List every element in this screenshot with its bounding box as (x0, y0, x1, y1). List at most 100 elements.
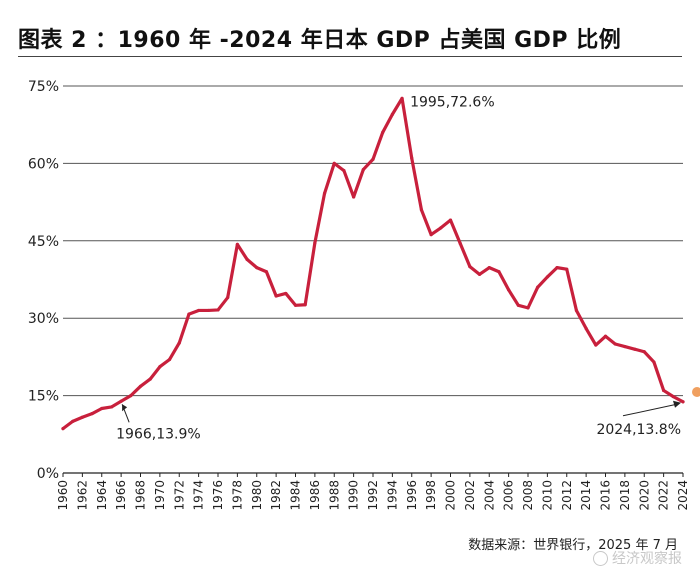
data-point (623, 344, 627, 349)
data-point (419, 208, 424, 212)
annotation-arrowhead (122, 404, 128, 412)
data-point (187, 312, 191, 316)
data-point (410, 156, 414, 160)
x-tick-label: 1980 (250, 480, 264, 511)
x-tick-label: 1960 (56, 480, 70, 511)
annotation-label: 1966,13.9% (116, 426, 201, 442)
data-point (148, 377, 152, 381)
x-tick-label: 2010 (540, 480, 554, 511)
data-point (100, 406, 104, 411)
data-point (613, 342, 617, 346)
data-point (497, 270, 501, 274)
data-point (390, 112, 394, 116)
data-point (642, 350, 646, 354)
data-point (167, 357, 172, 362)
x-tick-label: 1970 (153, 480, 167, 511)
data-point (129, 394, 133, 398)
data-point (439, 226, 443, 230)
x-tick-label: 2000 (444, 480, 458, 511)
y-tick-label: 45% (28, 234, 59, 250)
data-point (322, 191, 327, 195)
data-point (332, 161, 336, 165)
x-tick-label: 1972 (172, 480, 186, 511)
series-line (61, 96, 685, 431)
data-point (526, 306, 530, 310)
x-tick-label: 1968 (134, 480, 148, 511)
data-point (293, 303, 298, 307)
annotation-arrow (622, 403, 680, 417)
data-point (255, 266, 259, 270)
y-tick-label: 15% (28, 389, 59, 405)
data-point (632, 347, 637, 351)
data-point (226, 295, 230, 300)
title-divider (18, 56, 682, 57)
data-point (138, 384, 143, 388)
data-point (235, 242, 239, 247)
x-tick-label: 1990 (347, 480, 361, 511)
weibo-logo-icon (593, 550, 608, 566)
x-tick-label: 1982 (269, 480, 283, 511)
data-point (487, 266, 491, 270)
data-point (681, 400, 685, 404)
data-point (477, 272, 482, 276)
watermark-text: 经济观察报 (612, 551, 682, 567)
data-point (342, 169, 346, 173)
edge-marker (692, 387, 700, 397)
data-point (313, 241, 317, 245)
data-point (458, 241, 462, 245)
data-point (545, 275, 549, 279)
x-tick-label: 1974 (192, 480, 206, 511)
data-point (507, 288, 511, 292)
x-tick-label: 1988 (327, 480, 341, 511)
watermark: 经济观察报 (593, 548, 682, 568)
data-point (80, 415, 84, 419)
data-point (584, 326, 588, 331)
y-tick-label: 0% (37, 466, 59, 482)
data-point (284, 291, 288, 296)
x-tick-label: 2006 (502, 480, 516, 511)
chart-title: 图表 2 ：1960 年 -2024 年日本 GDP 占美国 GDP 比例 (18, 28, 622, 53)
x-tick-label: 1976 (211, 480, 225, 511)
x-tick-label: 1994 (385, 480, 399, 511)
data-point (158, 365, 162, 369)
data-point (381, 130, 385, 135)
data-point (400, 96, 404, 100)
x-tick-label: 2012 (560, 480, 574, 511)
data-point (555, 266, 559, 270)
data-point (594, 343, 598, 347)
x-tick-label: 2002 (463, 480, 477, 511)
data-point (216, 308, 220, 312)
data-point (109, 405, 114, 409)
data-point (245, 257, 249, 261)
data-point (206, 308, 210, 313)
x-tick-label: 2022 (657, 480, 671, 511)
y-tick-label: 75% (28, 79, 59, 95)
data-point (468, 265, 472, 269)
x-tick-label: 1996 (405, 480, 419, 511)
data-point (264, 270, 269, 274)
data-point (429, 233, 433, 237)
x-tick-label: 1986 (308, 480, 322, 511)
data-point (448, 218, 453, 222)
x-tick-label: 2004 (482, 480, 496, 511)
x-tick-label: 2020 (637, 480, 651, 511)
x-tick-label: 1964 (95, 480, 109, 511)
data-point (652, 360, 656, 364)
data-point (536, 285, 540, 289)
data-point (119, 399, 123, 403)
x-tick-label: 1966 (114, 480, 128, 511)
annotation-label: 1995,72.6% (410, 94, 495, 110)
data-point (603, 334, 608, 338)
data-point (574, 308, 579, 313)
x-tick-label: 2008 (521, 480, 535, 511)
x-tick-label: 1962 (75, 480, 89, 511)
data-point (71, 419, 75, 423)
x-tick-label: 2024 (676, 480, 690, 511)
data-point (565, 267, 569, 271)
data-point (371, 157, 375, 161)
data-point (303, 303, 307, 307)
x-tick-label: 2014 (579, 480, 593, 511)
data-point (61, 427, 65, 431)
data-point (90, 412, 94, 416)
